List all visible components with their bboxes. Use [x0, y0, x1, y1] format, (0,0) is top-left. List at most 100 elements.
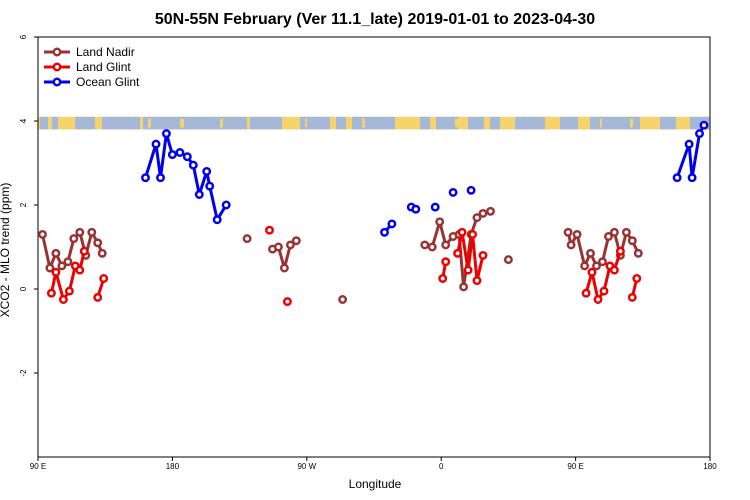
land-speck: [410, 118, 412, 128]
data-point: [291, 236, 301, 246]
legend-label: Ocean Glint: [76, 75, 140, 89]
data-point: [472, 213, 482, 223]
data-point: [604, 232, 613, 241]
plot-series: [38, 120, 709, 307]
land-speck: [180, 118, 184, 128]
ocean-segment: [300, 116, 330, 130]
land-speck: [455, 118, 458, 128]
ocean-segment: [515, 116, 545, 130]
data-point: [242, 234, 252, 244]
x-tick-label: 90 W: [297, 462, 316, 471]
data-point: [633, 248, 643, 258]
data-point: [472, 276, 482, 286]
data-point: [57, 261, 67, 271]
data-point: [503, 255, 513, 265]
data-point: [687, 173, 697, 183]
ocean-segment: [40, 116, 48, 130]
data-point: [411, 204, 421, 214]
ocean-segment: [560, 116, 578, 130]
data-point: [563, 227, 573, 237]
data-point: [285, 240, 295, 250]
data-point: [615, 246, 625, 256]
data-point: [75, 265, 85, 275]
data-point: [695, 129, 704, 139]
land-speck: [305, 118, 307, 128]
ocean-segment: [336, 116, 346, 130]
data-point: [592, 261, 601, 271]
data-point: [46, 288, 56, 298]
data-point: [58, 295, 68, 304]
legend-label: Land Nadir: [76, 45, 135, 59]
data-point: [572, 229, 582, 239]
legend-label: Land Glint: [76, 60, 131, 74]
data-point: [468, 229, 478, 239]
data-point: [156, 173, 165, 183]
data-point: [51, 248, 61, 258]
x-tick-label: 90 E: [567, 462, 583, 471]
data-point: [627, 236, 637, 246]
data-point: [93, 238, 103, 248]
ocean-segment: [102, 116, 140, 130]
chart-title: 50N-55N February (Ver 11.1_late) 2019-01…: [155, 11, 595, 28]
data-point: [188, 160, 198, 170]
data-point: [632, 274, 642, 283]
legend-item: Ocean Glint: [44, 75, 140, 89]
data-point: [87, 227, 97, 237]
data-point: [63, 257, 73, 267]
data-point: [93, 292, 103, 302]
legend-item: Land Nadir: [44, 45, 135, 59]
data-point: [566, 240, 576, 250]
data-point: [457, 227, 467, 237]
ocean-segment: [490, 116, 500, 130]
x-tick-label: 0: [439, 462, 444, 471]
land-speck: [676, 118, 679, 128]
data-point: [151, 139, 161, 149]
ocean-segment: [420, 116, 430, 130]
ocean-segment: [75, 116, 95, 130]
data-point: [581, 288, 591, 298]
data-point: [69, 234, 79, 244]
land-speck: [600, 118, 602, 128]
ocean-segment: [468, 116, 484, 130]
y-tick-label: 6: [19, 34, 28, 39]
data-point: [282, 297, 292, 307]
data-point: [387, 219, 397, 229]
data-point: [212, 215, 222, 225]
data-point: [430, 202, 440, 212]
land-speck: [630, 118, 633, 128]
data-point: [621, 227, 631, 237]
data-point: [194, 190, 204, 199]
data-point: [699, 120, 709, 130]
ocean-segment: [250, 116, 282, 130]
data-point: [627, 292, 637, 302]
data-point: [205, 181, 215, 191]
x-tick-label: 180: [703, 462, 717, 471]
legend-item: Land Glint: [44, 60, 131, 74]
data-point: [684, 139, 694, 149]
data-point: [45, 263, 55, 273]
data-point: [141, 173, 150, 183]
data-point: [265, 225, 274, 235]
data-point: [175, 148, 185, 157]
data-point: [75, 227, 85, 237]
data-point: [609, 227, 619, 237]
land-ocean-band: [38, 116, 710, 130]
ocean-segment: [52, 116, 58, 130]
data-point: [79, 246, 89, 256]
data-point: [587, 267, 597, 277]
x-tick-label: 90 E: [30, 462, 46, 471]
data-point: [161, 129, 171, 139]
series-land-glint: [46, 225, 642, 307]
data-point: [598, 257, 607, 267]
data-point: [420, 240, 430, 250]
data-point: [599, 286, 609, 296]
data-point: [221, 200, 231, 210]
legend-marker: [52, 62, 62, 72]
data-point: [441, 257, 451, 267]
data-point: [478, 208, 488, 218]
data-point: [609, 265, 619, 275]
data-point: [167, 150, 177, 160]
data-point: [380, 227, 389, 237]
data-point: [182, 152, 192, 162]
